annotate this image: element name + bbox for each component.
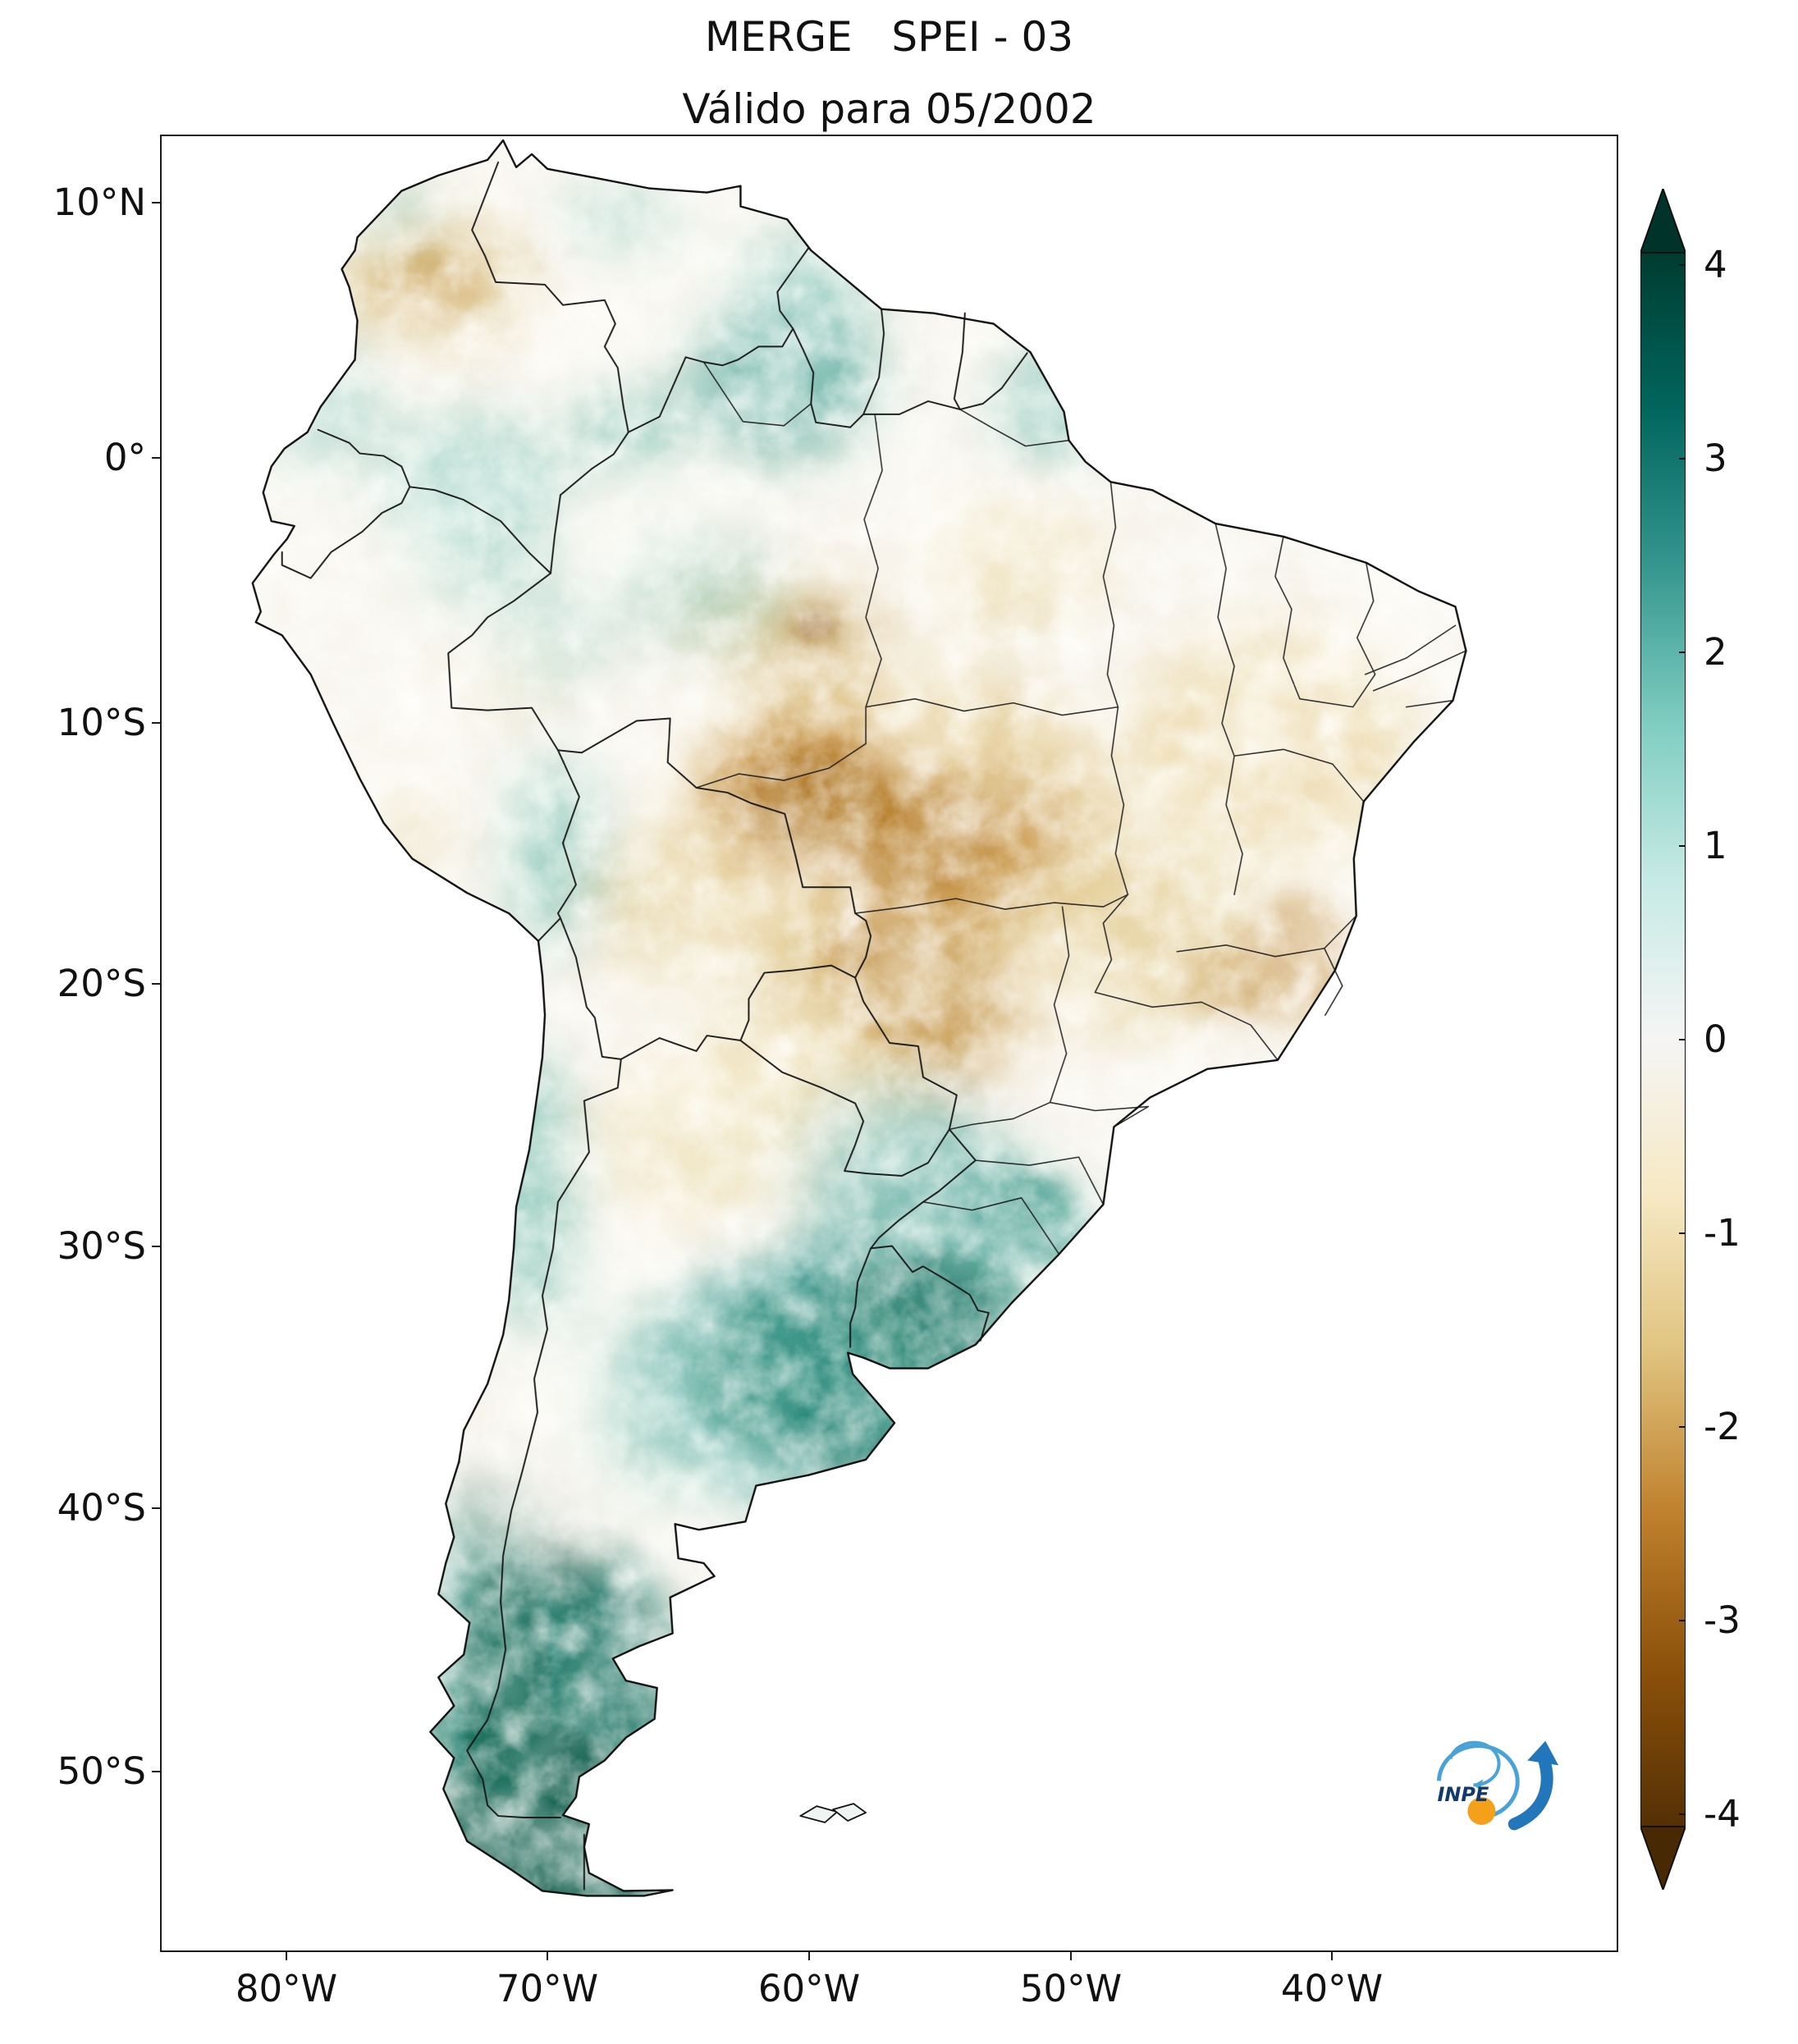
cb-label-m4: -4 <box>1704 1792 1741 1836</box>
lat-tickmark <box>152 983 160 985</box>
lat-tick-10N: 10°N <box>53 181 146 224</box>
lon-tickmark <box>1070 1952 1072 1960</box>
lon-tickmark <box>808 1952 810 1960</box>
colorbar-extend-min <box>1640 1826 1686 1890</box>
lat-tick-0: 0° <box>103 436 146 479</box>
cb-label-m1: -1 <box>1704 1211 1741 1255</box>
lon-tickmark <box>547 1952 548 1960</box>
cb-label-4: 4 <box>1704 243 1727 286</box>
lon-tick-40W: 40°W <box>1280 1967 1384 2010</box>
colorbar-extend-max <box>1640 189 1686 254</box>
cb-label-2: 2 <box>1704 630 1727 674</box>
figure-title: MERGE SPEI - 03 <box>704 13 1074 61</box>
lat-tick-40S: 40°S <box>57 1486 146 1530</box>
lon-tickmark <box>286 1952 287 1960</box>
map-plot-area: INPE <box>160 135 1618 1952</box>
cb-label-0: 0 <box>1704 1017 1727 1061</box>
lon-tickmark <box>1331 1952 1333 1960</box>
colorbar <box>1640 189 1686 1890</box>
lat-tickmark <box>152 457 160 459</box>
cb-label-3: 3 <box>1704 437 1727 480</box>
cb-label-m3: -3 <box>1704 1598 1741 1642</box>
lat-tick-20S: 20°S <box>57 962 146 1005</box>
lat-tick-30S: 30°S <box>57 1224 146 1268</box>
country-borders <box>281 161 1028 1891</box>
lon-tick-70W: 70°W <box>496 1967 599 2010</box>
cb-label-1: 1 <box>1704 824 1727 867</box>
south-america-map: INPE <box>251 139 1559 1897</box>
lat-tick-50S: 50°S <box>57 1749 146 1793</box>
colorbar-body <box>1640 252 1686 1827</box>
lat-tickmark <box>152 722 160 724</box>
islands <box>799 1803 867 1823</box>
lat-tickmark <box>152 1507 160 1509</box>
lon-tick-50W: 50°W <box>1019 1967 1123 2010</box>
lat-tick-10S: 10°S <box>57 701 146 744</box>
lat-tickmark <box>152 202 160 203</box>
lat-tickmark <box>152 1771 160 1772</box>
lon-tick-60W: 60°W <box>757 1967 861 2010</box>
cb-label-m2: -2 <box>1704 1405 1741 1448</box>
inpe-logo-text: INPE <box>1437 1783 1489 1806</box>
figure-subtitle: Válido para 05/2002 <box>682 85 1096 133</box>
inpe-logo: INPE <box>1436 1740 1559 1831</box>
lat-tickmark <box>152 1246 160 1247</box>
state-borders <box>695 361 1467 1255</box>
colorbar-ticks <box>1679 264 1686 1815</box>
lon-tick-80W: 80°W <box>235 1967 338 2010</box>
